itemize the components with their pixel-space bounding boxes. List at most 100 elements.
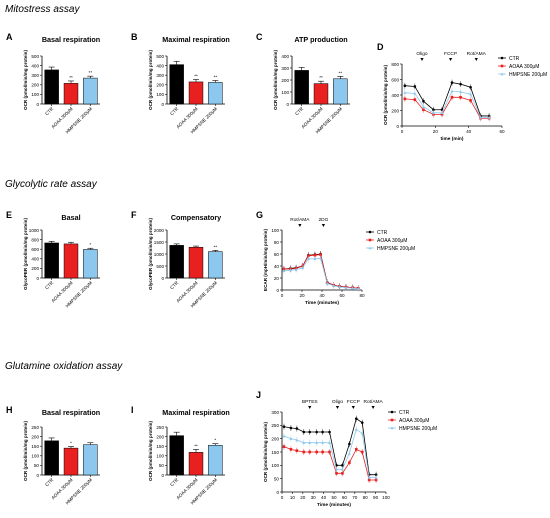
section-title-glutamine: Glutamine oxidation assay — [5, 361, 123, 372]
y-tick-label: 1000 — [154, 252, 165, 257]
data-point — [289, 448, 293, 451]
data-point — [308, 450, 312, 454]
data-point — [340, 467, 344, 471]
data-point — [328, 430, 331, 434]
chart-title: Compensatory — [171, 213, 221, 222]
y-tick-label: 100 — [271, 228, 279, 233]
injection-arrow — [298, 224, 302, 227]
y-tick-label: 0 — [286, 102, 289, 107]
y-tick-label: 0 — [276, 490, 279, 495]
legend-label: HMPSNE 200μM — [399, 426, 437, 432]
data-point — [413, 85, 417, 88]
data-point — [335, 472, 338, 475]
x-tick-label: 60 — [339, 293, 345, 298]
data-point — [347, 451, 351, 455]
data-point — [308, 430, 312, 434]
y-tick-label: 400 — [281, 54, 289, 59]
legend-label: CTR — [509, 56, 520, 62]
data-point — [315, 450, 318, 454]
x-tick-label: 40 — [321, 495, 327, 500]
data-point — [282, 425, 286, 428]
y-tick-label: 150 — [156, 444, 164, 449]
y-tick-label: 1500 — [154, 240, 165, 245]
bar-2 — [188, 247, 204, 279]
data-point — [282, 445, 286, 448]
bar-3 — [208, 82, 223, 105]
data-point — [289, 426, 293, 430]
category-label: CTR — [169, 477, 180, 488]
panel-letter-c: C — [256, 32, 263, 42]
injection-label: 2DG — [318, 217, 328, 223]
y-tick-label: 500 — [156, 54, 164, 59]
data-point — [440, 111, 444, 115]
data-point — [332, 284, 336, 287]
data-point — [360, 450, 364, 454]
injection-arrow — [474, 58, 478, 61]
legend-marker — [390, 418, 394, 422]
x-tick-label: 0 — [281, 293, 284, 298]
data-point — [432, 108, 435, 112]
series-line-1 — [283, 418, 377, 476]
y-tick-label: 0 — [36, 276, 39, 281]
significance-label: ** — [214, 74, 218, 79]
bar-2 — [63, 83, 79, 105]
bar-1 — [169, 245, 184, 279]
x-tick-label: 30 — [311, 495, 317, 500]
y-axis-label: OCR (pmol/min/mg protein) — [148, 421, 153, 481]
injection-arrow — [321, 224, 326, 227]
data-point — [431, 111, 435, 115]
x-tick-label: 40 — [466, 129, 472, 134]
injection-arrow — [371, 406, 375, 409]
injection-arrow — [351, 406, 355, 409]
significance-label: ** — [69, 75, 73, 80]
data-point — [308, 441, 312, 444]
data-point — [282, 269, 286, 272]
significance-label: * — [89, 242, 91, 247]
significance-label: ** — [319, 75, 323, 80]
bar-3 — [83, 77, 98, 105]
data-point — [295, 427, 299, 430]
chart-title: ATP production — [294, 35, 347, 44]
y-tick-label: 0 — [161, 102, 164, 107]
y-tick-label: 40 — [274, 264, 280, 269]
data-point — [313, 257, 317, 260]
bar-1 — [294, 70, 309, 105]
data-point — [321, 430, 324, 434]
y-axis-label: ECAR (mpH/min/mg protein) — [263, 229, 268, 291]
x-tick-label: 60 — [499, 129, 505, 134]
y-tick-label: 500 — [31, 54, 39, 59]
y-tick-label: 1000 — [29, 228, 40, 233]
x-tick-label: 0 — [281, 495, 284, 500]
data-point — [288, 268, 292, 272]
y-tick-label: 0 — [36, 102, 39, 107]
data-point — [360, 431, 364, 435]
y-tick-label: 150 — [271, 450, 279, 455]
bar-2 — [63, 243, 79, 279]
y-tick-label: 200 — [31, 266, 39, 271]
y-tick-label: 250 — [31, 425, 39, 430]
y-tick-label: 0 — [396, 124, 399, 129]
data-point — [295, 438, 299, 442]
panel-letter-h: H — [6, 405, 13, 415]
panel-letter-i: I — [131, 405, 134, 415]
y-tick-label: 0 — [36, 473, 39, 478]
bar-2 — [63, 447, 79, 476]
data-point — [315, 441, 319, 444]
data-point — [302, 430, 306, 434]
bar-1 — [44, 440, 59, 476]
bar-3 — [83, 444, 98, 476]
bar-3 — [208, 251, 223, 279]
legend-label: CTR — [399, 410, 410, 416]
data-point — [315, 430, 318, 434]
data-point — [302, 450, 306, 454]
x-tick-label: 20 — [299, 293, 305, 298]
panel-letter-j: J — [256, 390, 262, 400]
y-tick-label: 50 — [159, 463, 165, 468]
data-point — [337, 285, 341, 289]
data-point — [306, 257, 310, 260]
data-point — [351, 286, 355, 290]
panel-letter-e: E — [6, 210, 13, 220]
